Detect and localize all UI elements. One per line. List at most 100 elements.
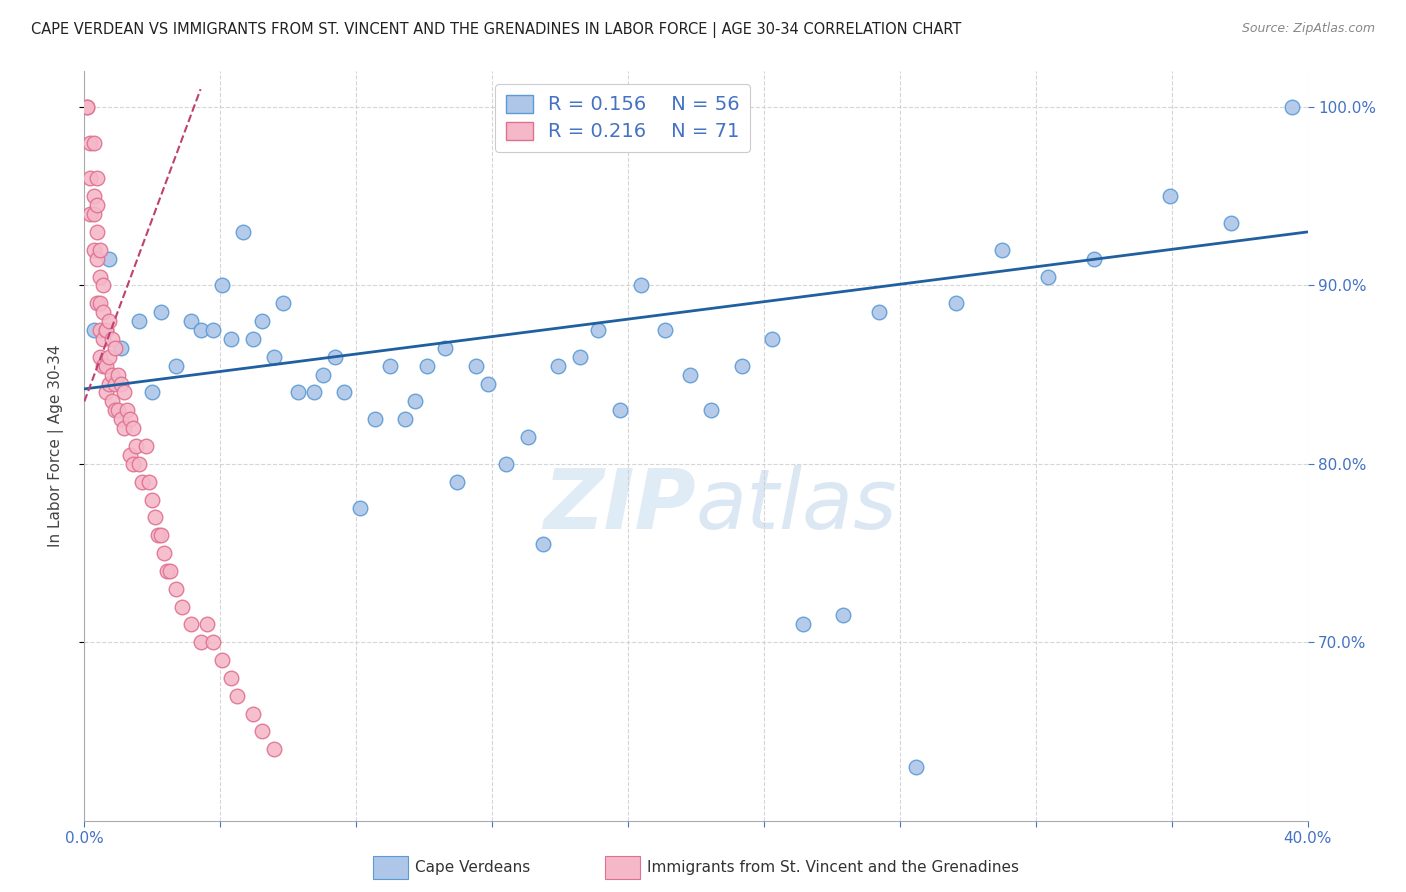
Point	[83, 323, 105, 337]
Point	[1220, 216, 1243, 230]
Point	[211, 653, 233, 667]
Point	[1083, 252, 1105, 266]
Point	[495, 457, 517, 471]
Point	[219, 332, 242, 346]
Point	[128, 314, 150, 328]
Point	[83, 207, 105, 221]
Point	[101, 368, 124, 382]
Point	[211, 278, 233, 293]
Point	[122, 421, 145, 435]
Point	[731, 359, 754, 373]
Point	[242, 332, 264, 346]
Legend: R = 0.156    N = 56, R = 0.216    N = 71: R = 0.156 N = 56, R = 0.216 N = 71	[495, 84, 749, 152]
Point	[190, 323, 212, 337]
Point	[165, 582, 187, 596]
Point	[112, 385, 135, 400]
Point	[104, 376, 127, 391]
Point	[446, 475, 468, 489]
Point	[201, 635, 224, 649]
Point	[531, 537, 554, 551]
Point	[94, 359, 117, 373]
Point	[434, 341, 457, 355]
Point	[991, 243, 1014, 257]
Point	[380, 359, 402, 373]
Point	[94, 323, 117, 337]
Point	[91, 305, 114, 319]
Point	[79, 136, 101, 150]
Point	[287, 385, 309, 400]
Point	[1159, 189, 1181, 203]
Point	[89, 269, 111, 284]
Point	[180, 314, 202, 328]
Point	[609, 403, 631, 417]
Point	[110, 412, 132, 426]
Point	[630, 278, 652, 293]
Point	[312, 368, 335, 382]
Text: Immigrants from St. Vincent and the Grenadines: Immigrants from St. Vincent and the Gren…	[647, 860, 1019, 874]
Point	[97, 252, 120, 266]
Point	[792, 617, 814, 632]
Text: Source: ZipAtlas.com: Source: ZipAtlas.com	[1241, 22, 1375, 36]
Point	[159, 564, 181, 578]
Point	[180, 617, 202, 632]
Point	[86, 225, 108, 239]
Point	[700, 403, 723, 417]
Point	[226, 689, 249, 703]
Point	[79, 207, 101, 221]
Point	[104, 341, 127, 355]
Point	[125, 439, 148, 453]
Point	[141, 492, 163, 507]
Point	[89, 323, 111, 337]
Point	[201, 323, 224, 337]
Point	[110, 341, 132, 355]
Point	[83, 189, 105, 203]
Point	[172, 599, 194, 614]
Point	[869, 305, 891, 319]
Point	[149, 528, 172, 542]
Text: ZIP: ZIP	[543, 466, 696, 547]
Point	[91, 278, 114, 293]
Point	[477, 376, 499, 391]
Text: atlas: atlas	[696, 466, 897, 547]
Point	[83, 136, 105, 150]
Point	[86, 252, 108, 266]
Point	[141, 385, 163, 400]
Point	[250, 724, 273, 739]
Point	[1036, 269, 1059, 284]
Point	[547, 359, 569, 373]
Point	[94, 385, 117, 400]
Point	[195, 617, 218, 632]
Point	[586, 323, 609, 337]
Point	[101, 332, 124, 346]
Point	[86, 171, 108, 186]
Point	[302, 385, 325, 400]
Point	[120, 448, 142, 462]
Point	[107, 368, 129, 382]
Point	[112, 421, 135, 435]
Point	[76, 100, 98, 114]
Point	[91, 332, 114, 346]
Point	[464, 359, 486, 373]
Point	[271, 296, 294, 310]
Point	[349, 501, 371, 516]
Point	[86, 296, 108, 310]
Point	[394, 412, 416, 426]
Point	[404, 394, 426, 409]
Point	[110, 376, 132, 391]
Point	[89, 350, 111, 364]
Point	[79, 171, 101, 186]
Point	[138, 475, 160, 489]
Point	[122, 457, 145, 471]
Point	[104, 403, 127, 417]
Point	[242, 706, 264, 721]
Point	[143, 510, 166, 524]
Point	[156, 564, 179, 578]
Point	[135, 439, 157, 453]
Point	[115, 403, 138, 417]
Point	[83, 243, 105, 257]
Point	[89, 296, 111, 310]
Point	[86, 198, 108, 212]
Point	[97, 314, 120, 328]
Point	[333, 385, 356, 400]
Point	[89, 243, 111, 257]
